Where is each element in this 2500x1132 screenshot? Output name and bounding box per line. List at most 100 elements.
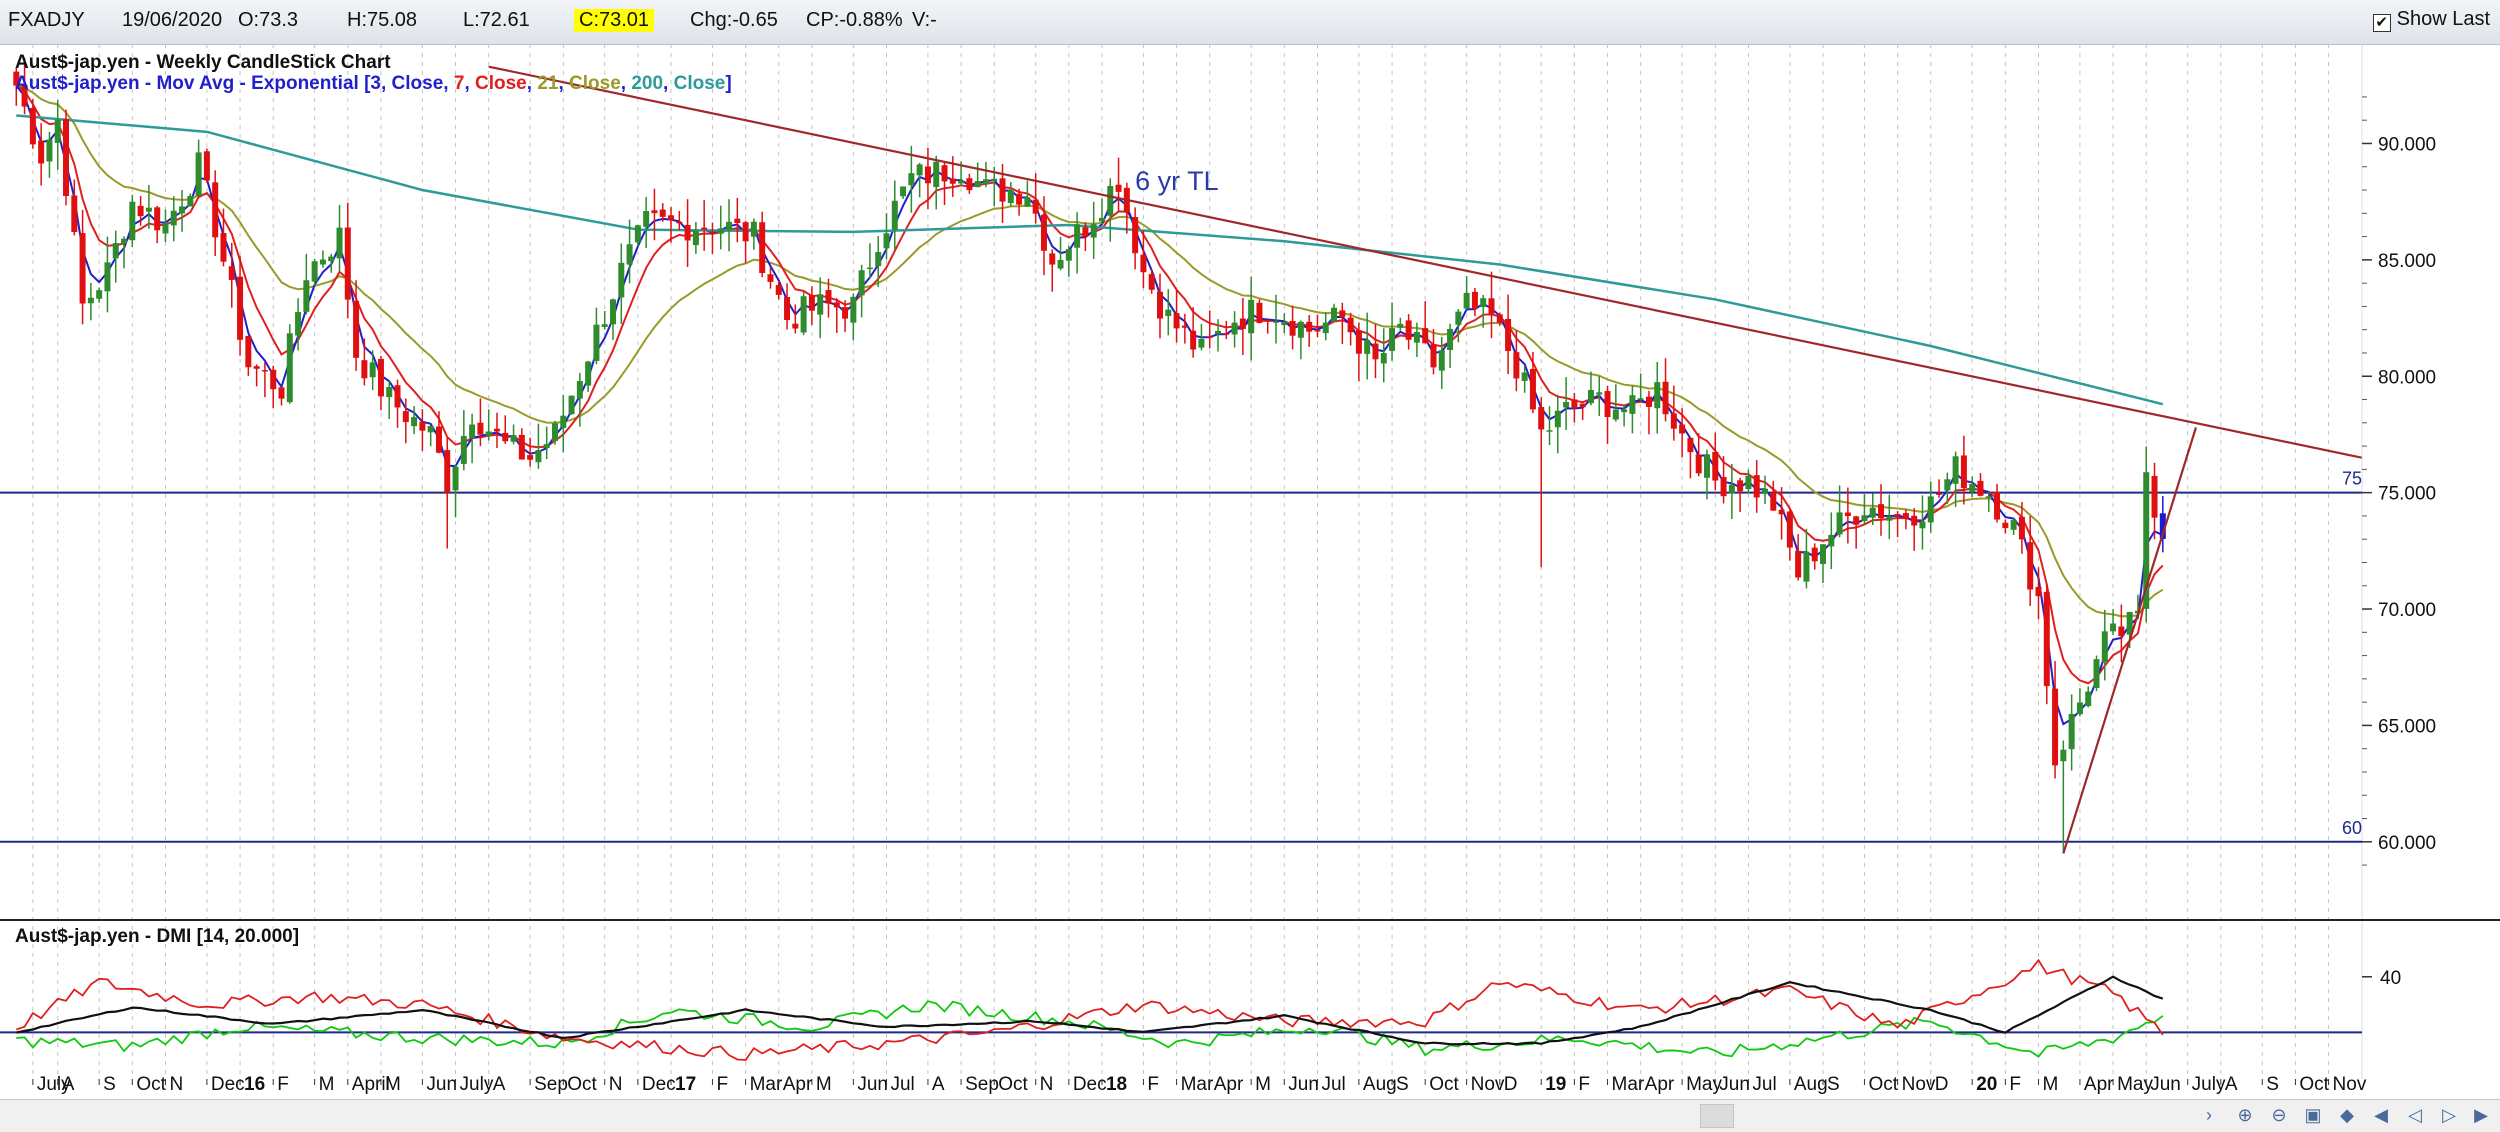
candle (1140, 230, 1147, 289)
candle (2093, 655, 2100, 692)
candle (253, 364, 260, 387)
change-pct-label: CP:-0.88% (806, 9, 903, 31)
candle (767, 267, 774, 289)
candle (460, 410, 467, 471)
candle (1604, 385, 1611, 444)
candle (1389, 302, 1396, 361)
y-tick-label: 90.000 (2378, 134, 2436, 155)
candle (121, 236, 128, 269)
x-tick-label: A (493, 1074, 506, 1095)
x-tick-label: Oct (1868, 1074, 1898, 1095)
candle (1322, 312, 1329, 341)
candle (2060, 740, 2067, 854)
candle (319, 250, 326, 268)
scrollbar[interactable]: › ⊕ ⊖ ▣ ◆ ◀ ◁ ▷ ▶ (0, 1099, 2500, 1132)
candle (1248, 276, 1255, 361)
candle (2068, 694, 2075, 771)
candle (261, 361, 268, 398)
candle (933, 155, 940, 210)
candle (1853, 515, 1860, 549)
candle (328, 253, 335, 273)
candle (220, 208, 227, 267)
candle (2002, 519, 2009, 534)
candle (1679, 408, 1686, 458)
trendline-annotation: 6 yr TL (1135, 166, 1219, 196)
dmi-title: Aust$-jap.yen - DMI [14, 20.000] (15, 926, 299, 947)
candle (1563, 377, 1570, 431)
candle (1811, 543, 1818, 570)
candle (568, 395, 575, 415)
fit-icon[interactable]: ▣ (2304, 1105, 2322, 1125)
candle (1355, 322, 1362, 382)
candle (361, 338, 368, 386)
candle (444, 438, 451, 549)
pan-icon[interactable]: ◆ (2340, 1105, 2354, 1125)
x-tick-label: A (62, 1074, 75, 1095)
x-tick-label: Dec (211, 1074, 245, 1095)
candle (29, 98, 36, 149)
x-tick-label: S (103, 1074, 116, 1095)
x-tick-label: 19 (1545, 1074, 1566, 1095)
candle (1281, 313, 1288, 334)
x-tick-label: F (1578, 1074, 1590, 1095)
candle (112, 230, 119, 283)
dmi-y-tick-label: 40 (2380, 968, 2401, 989)
trendlines (488, 65, 2362, 854)
x-tick-label: July (37, 1074, 71, 1095)
candle (759, 211, 766, 278)
candle (1513, 330, 1520, 392)
y-tick-label: 70.000 (2378, 600, 2436, 621)
candle (137, 196, 144, 226)
x-tick-label: Aug (1794, 1074, 1828, 1095)
hline-label-60: 60 (2342, 818, 2362, 838)
scroll-right-arrow-icon[interactable]: › (2206, 1105, 2212, 1125)
candle (2076, 688, 2083, 717)
candle (1132, 207, 1139, 270)
candle (187, 193, 194, 207)
x-tick-label: Oct (136, 1074, 166, 1095)
candle (129, 194, 136, 247)
candle (477, 398, 484, 447)
x-tick-label: N (1040, 1074, 1054, 1095)
x-tick-label: Jun (2150, 1074, 2181, 1095)
candle (1422, 301, 1429, 344)
show-last-checkbox[interactable]: ✔ (2372, 14, 2391, 32)
ema7-line (15, 84, 2164, 685)
zoom-in-icon[interactable]: ⊕ (2237, 1105, 2253, 1125)
scroll-end-icon[interactable]: ▶ (2474, 1105, 2488, 1125)
candle (1546, 406, 1553, 446)
candle (1728, 463, 1735, 519)
candle (1190, 307, 1197, 358)
scroll-left-icon[interactable]: ◀ (2374, 1105, 2388, 1125)
candle (386, 380, 393, 419)
low-label: L:72.61 (463, 9, 530, 31)
candle (1223, 320, 1230, 340)
step-right-icon[interactable]: ▷ (2442, 1105, 2456, 1125)
candle (1795, 534, 1802, 581)
candle (808, 286, 815, 326)
candle (891, 180, 898, 250)
show-last-toggle[interactable]: ✔ Show Last (2372, 8, 2490, 32)
candle (1455, 309, 1462, 343)
candle (1836, 485, 1843, 538)
candle (1803, 528, 1810, 589)
x-tick-label: F (277, 1074, 289, 1095)
candle (659, 203, 666, 222)
chart-area[interactable]: 75 60 90.000 85.000 80.000 75.000 70.000 65.00… (0, 44, 2500, 1099)
high-label: H:75.08 (347, 9, 418, 31)
x-tick-label: Jun (1719, 1074, 1750, 1095)
candle (419, 409, 426, 451)
candle (1231, 311, 1238, 348)
hline-label-75: 75 (2342, 469, 2362, 489)
candle (1364, 312, 1371, 380)
candle (1878, 484, 1885, 536)
candle (1936, 479, 1943, 498)
candle (991, 166, 998, 207)
candle (245, 335, 252, 376)
x-tick-label: M (385, 1074, 401, 1095)
step-left-icon[interactable]: ◁ (2408, 1105, 2422, 1125)
zoom-out-icon[interactable]: ⊖ (2271, 1105, 2287, 1125)
scroll-thumb[interactable] (1700, 1104, 1734, 1128)
x-tick-label: Jul (1321, 1074, 1345, 1095)
x-tick-label: 17 (675, 1074, 696, 1095)
